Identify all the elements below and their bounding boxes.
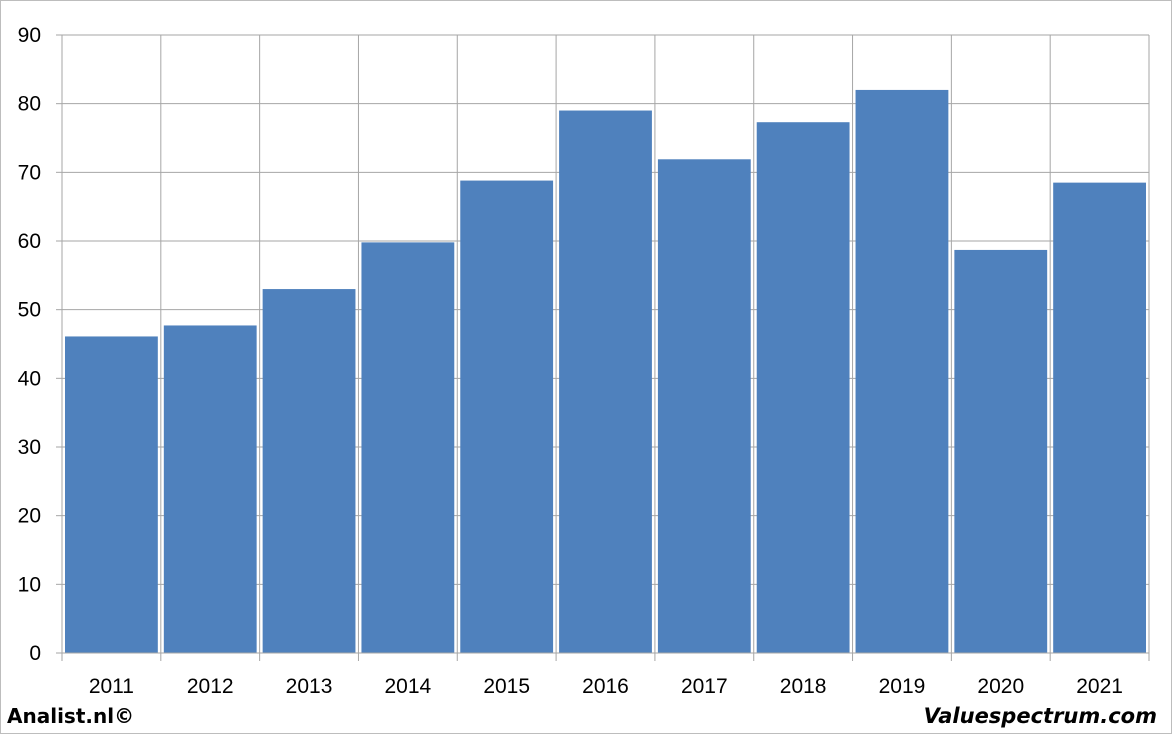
x-tick-label-2017: 2017 [681,675,728,698]
bar-2014 [361,242,455,653]
y-tick-label-10: 10 [18,573,41,596]
y-tick-label-50: 50 [18,299,41,322]
x-tick-label-2012: 2012 [187,675,234,698]
y-tick-label-20: 20 [18,505,41,528]
bar-2011 [65,336,158,653]
y-tick-label-90: 90 [18,24,41,47]
x-tick-label-2019: 2019 [879,675,926,698]
bar-chart: 0 10 20 30 40 50 60 70 80 90 2011 2012 2013 2014 2015 2… [18,24,1150,698]
bar-2021 [1053,182,1146,653]
bar-2015 [460,180,554,653]
y-tick-label-0: 0 [29,642,41,665]
x-tick-label-2018: 2018 [780,675,827,698]
y-tick-label-30: 30 [18,436,41,459]
x-tick-label-2015: 2015 [483,675,530,698]
x-tick-label-2014: 2014 [385,675,432,698]
bar-2017 [657,159,751,653]
x-tick-label-2020: 2020 [977,675,1024,698]
x-tick-label-2013: 2013 [286,675,333,698]
footer-right-brand: Valuespectrum.com [923,704,1157,728]
bar-2020 [954,249,1048,653]
bar-2018 [756,122,850,653]
y-tick-label-60: 60 [18,230,41,253]
x-tick-label-2011: 2011 [89,675,134,698]
tick-labels: 0 10 20 30 40 50 60 70 80 90 2011 2012 2013 2014 2015 2… [18,24,1123,698]
bar-2019 [855,89,949,653]
bar-2013 [262,289,356,653]
axes [56,34,1149,654]
bar-2016 [559,110,652,654]
bars [65,89,1146,654]
y-tick-label-40: 40 [18,367,41,390]
x-tick-label-2021: 2021 [1076,675,1123,698]
x-tick-label-2016: 2016 [582,675,629,698]
y-tick-label-70: 70 [18,161,41,184]
bar-2012 [163,325,257,653]
y-tick-label-80: 80 [18,93,41,116]
footer-left-brand: Analist.nl© [7,704,135,728]
